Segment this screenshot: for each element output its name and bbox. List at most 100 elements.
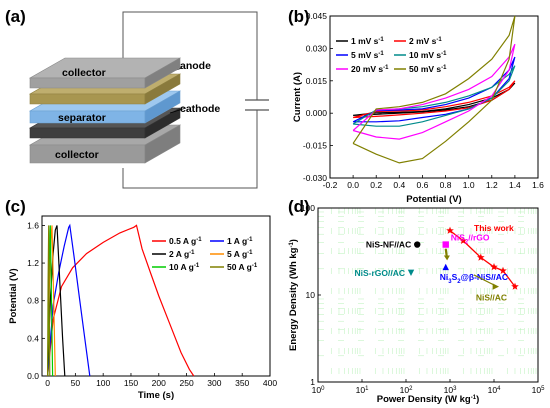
ragone-x-axis-title: Power Density (W kg-1)	[377, 394, 479, 405]
cv-y-axis-title: Current (A)	[292, 72, 303, 122]
gcd-x-tick-label: 250	[179, 378, 193, 388]
point-marker	[492, 283, 500, 290]
ragone-y-tick-label: 10	[306, 290, 316, 300]
gcd-x-tick-label: 50	[71, 378, 81, 388]
cv-x-tick-label: 0.6	[417, 180, 429, 190]
circuit-wire-bottom	[122, 110, 258, 189]
gcd-x-tick-label: 400	[263, 378, 277, 388]
gcd-legend-label: 50 A g-1	[227, 262, 258, 272]
gcd-legend-label: 1 A g-1	[227, 236, 253, 246]
cv-plot-frame	[329, 15, 539, 179]
panel-a-label: (a)	[5, 7, 26, 26]
cv-x-tick-label: 1.2	[486, 180, 498, 190]
cv-legend-label: 5 mV s-1	[351, 50, 384, 60]
gcd-y-tick-label: 1.6	[27, 220, 39, 230]
cv-x-tick-label: 1.0	[463, 180, 475, 190]
separator-side	[144, 90, 181, 124]
panel-d-label: (d)	[288, 197, 310, 216]
this-work-star	[490, 263, 498, 271]
gcd-legend-label: 0.5 A g-1	[169, 236, 202, 246]
point-label: NiS-rGO//AC	[354, 268, 405, 278]
anode-text: anode	[180, 60, 211, 72]
cathode-pointer	[169, 107, 187, 114]
collector-bottom-text: collector	[55, 149, 99, 161]
cv-y-tick-label: -0.030	[303, 173, 327, 183]
gcd-legend-label: 10 A g-1	[169, 262, 200, 272]
gcd-y-tick-label: 1.2	[27, 258, 39, 268]
gcd-x-tick-label: 350	[235, 378, 249, 388]
point-label: Ni3S2@β-NiS//AC	[440, 272, 508, 285]
ragone-y-axis-title: Energy Density (Wh kg-1)	[288, 239, 299, 351]
gcd-x-tick-label: 200	[152, 378, 166, 388]
cv-series-line	[352, 15, 516, 164]
gcd-series-line	[47, 224, 195, 377]
cv-x-tick-label: -0.2	[323, 180, 338, 190]
panel-a: (a) collector cathode separator anode co…	[5, 7, 269, 189]
gcd-y-tick-label: 0.8	[27, 296, 39, 306]
cv-series-line	[353, 82, 516, 116]
cv-series-line	[352, 43, 516, 140]
cv-y-tick-label: 0.000	[306, 108, 328, 118]
cv-y-tick-label: 0.045	[306, 11, 328, 21]
cv-y-tick-label: 0.030	[306, 43, 328, 53]
gcd-series-line	[47, 225, 51, 377]
cv-legend-label: 10 mV s-1	[409, 50, 447, 60]
gcd-legend-label: 5 A g-1	[227, 249, 253, 259]
circuit-wire-top	[122, 11, 258, 100]
gcd-series-line	[47, 223, 91, 377]
point-label: NiS2//rGO	[451, 233, 490, 246]
gcd-chart: 0 50 100 150 200 250 300 350 400 0.0 0.4 0.8 1.2 1.6 T…	[8, 215, 277, 401]
this-work-star	[477, 253, 485, 261]
cathode-side	[144, 107, 181, 139]
cathode-front	[29, 127, 146, 139]
panel-b-label: (b)	[288, 7, 310, 26]
this-work-star	[459, 236, 467, 244]
ragone-y-tick-label: 1	[310, 377, 315, 387]
this-work-star	[511, 282, 519, 290]
anode-side	[144, 73, 181, 105]
ragone-x-tick-label: 100	[312, 385, 325, 395]
ragone-x-tick-label: 102	[400, 385, 413, 395]
gcd-plot-frame	[41, 215, 271, 377]
cathode-text: cathode	[180, 103, 220, 115]
gcd-x-tick-label: 150	[124, 378, 138, 388]
cv-x-tick-label: 1.6	[532, 180, 544, 190]
cv-series-line	[352, 65, 516, 127]
cv-legend-label: 1 mV s-1	[351, 36, 384, 46]
gcd-x-tick-label: 100	[96, 378, 110, 388]
panel-c-label: (c)	[5, 197, 26, 216]
cv-chart: -0.2 0.0 0.2 0.4 0.6 0.8 1.0 1.2 1.4 1.6 -0.030 -0.…	[292, 11, 544, 205]
cv-x-tick-label: 0.2	[370, 180, 382, 190]
cv-x-tick-label: 0.8	[440, 180, 452, 190]
separator-text: separator	[58, 112, 106, 124]
cv-y-tick-label: 0.015	[306, 76, 328, 86]
ragone-x-tick-label: 105	[532, 385, 545, 395]
this-work-star	[499, 266, 507, 274]
cv-legend-label: 20 mV s-1	[351, 64, 389, 74]
ragone-x-tick-label: 104	[488, 385, 501, 395]
cv-series-line	[352, 80, 516, 119]
this-work-label: This work	[474, 223, 514, 233]
cv-legend-label: 2 mV s-1	[409, 36, 442, 46]
ragone-chart: 100 101 102 103 104 105 1 10 100 Power Density (W…	[288, 203, 545, 405]
anode-front	[29, 93, 146, 105]
cv-x-tick-label: 1.4	[509, 180, 521, 190]
gcd-series-line	[47, 225, 66, 377]
cv-legend-label: 50 mV s-1	[409, 64, 447, 74]
this-work-star	[446, 226, 454, 234]
cv-x-axis-title: Potential (V)	[406, 194, 461, 205]
cv-y-tick-label: -0.015	[303, 141, 327, 151]
gcd-x-axis-title: Time (s)	[138, 390, 174, 401]
ragone-x-tick-label: 103	[444, 385, 457, 395]
cv-x-tick-label: 0.0	[347, 180, 359, 190]
gcd-x-tick-label: 300	[207, 378, 221, 388]
gcd-x-tick-label: 0	[45, 378, 50, 388]
arrow-head	[443, 255, 450, 261]
point-marker	[442, 241, 449, 248]
collector-top-front	[29, 77, 146, 89]
gcd-y-tick-label: 0.0	[27, 371, 39, 381]
gcd-legend-label: 2 A g-1	[169, 249, 195, 259]
collector-top-text: collector	[62, 67, 106, 79]
point-label: NiS//AC	[476, 293, 507, 303]
